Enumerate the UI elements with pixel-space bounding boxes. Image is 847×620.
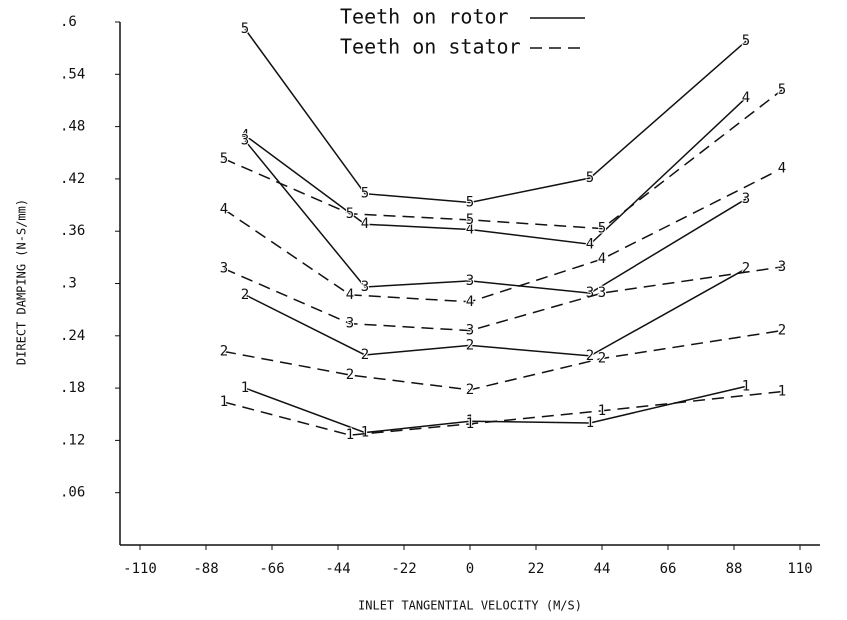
point-marker: 2	[586, 348, 594, 364]
series-line	[223, 390, 783, 436]
point-marker: 3	[586, 285, 594, 301]
legend-label: Teeth on stator	[340, 35, 521, 59]
y-tick-label: .18	[60, 380, 85, 396]
y-tick-label: .54	[60, 66, 85, 82]
point-marker: 3	[466, 323, 474, 339]
point-marker: 2	[346, 367, 354, 383]
point-marker: 3	[778, 259, 786, 275]
point-marker: 4	[586, 236, 594, 252]
series-line	[244, 140, 747, 294]
y-tick-label: .48	[60, 119, 85, 135]
point-marker: 2	[241, 287, 249, 303]
point-marker: 4	[742, 90, 750, 106]
point-marker: 2	[466, 337, 474, 353]
point-marker: 5	[346, 206, 354, 222]
series-line	[223, 89, 783, 230]
series-line	[223, 329, 783, 391]
point-marker: 4	[466, 294, 474, 310]
point-marker: 4	[220, 201, 228, 217]
point-marker: 1	[466, 413, 474, 429]
point-marker: 1	[466, 416, 474, 432]
x-tick-label: 110	[787, 561, 812, 577]
point-marker: 1	[220, 394, 228, 410]
point-marker: 5	[742, 33, 750, 49]
y-tick-label: .12	[60, 432, 85, 448]
x-tick-label: 22	[528, 561, 545, 577]
x-tick-label: 88	[726, 561, 743, 577]
y-tick-label: .24	[60, 328, 85, 344]
x-tick-label: -44	[325, 561, 350, 577]
point-marker: 4	[241, 127, 249, 143]
x-axis-label: INLET TANGENTIAL VELOCITY (M/S)	[358, 599, 582, 613]
point-marker: 3	[466, 273, 474, 289]
point-marker: 2	[778, 323, 786, 339]
y-tick-label: .42	[60, 171, 85, 187]
point-marker: 2	[742, 261, 750, 277]
point-marker: 2	[598, 350, 606, 366]
point-marker: 2	[361, 347, 369, 363]
point-marker: 3	[346, 316, 354, 332]
x-tick-label: 66	[660, 561, 677, 577]
point-marker: 3	[361, 279, 369, 295]
x-tick-label: 0	[466, 561, 474, 577]
y-tick-label: .6	[60, 14, 77, 30]
point-marker: 4	[598, 251, 606, 267]
point-marker: 1	[361, 425, 369, 441]
y-tick-label: .06	[60, 485, 85, 501]
y-axis-label: DIRECT DAMPING (N-S/mm)	[15, 199, 29, 365]
point-marker: 2	[220, 343, 228, 359]
series-line	[223, 167, 783, 303]
point-marker: 1	[742, 378, 750, 394]
point-marker: 3	[220, 261, 228, 277]
point-marker: 3	[598, 285, 606, 301]
point-marker: 5	[466, 194, 474, 210]
point-marker: 5	[466, 212, 474, 228]
x-tick-label: -22	[391, 561, 416, 577]
x-tick-label: -88	[193, 561, 218, 577]
series-line	[244, 97, 747, 246]
y-tick-label: .3	[60, 276, 77, 292]
series-line	[244, 385, 747, 434]
x-tick-label: -110	[123, 561, 157, 577]
point-marker: 5	[598, 221, 606, 237]
point-marker: 5	[241, 21, 249, 37]
point-marker: 4	[361, 216, 369, 232]
series-line	[244, 28, 747, 204]
point-marker: 1	[241, 380, 249, 396]
point-marker: 2	[466, 382, 474, 398]
x-tick-label: -66	[259, 561, 284, 577]
series-line	[244, 268, 747, 357]
point-marker: 3	[241, 133, 249, 149]
point-marker: 1	[586, 415, 594, 431]
point-marker: 5	[220, 151, 228, 167]
point-marker: 1	[346, 427, 354, 443]
point-marker: 5	[586, 170, 594, 186]
legend-label: Teeth on rotor	[340, 5, 509, 29]
point-marker: 1	[778, 384, 786, 400]
x-tick-label: 44	[594, 561, 611, 577]
point-marker: 5	[361, 186, 369, 202]
point-marker: 3	[742, 191, 750, 207]
point-marker: 4	[466, 221, 474, 237]
point-marker: 1	[598, 403, 606, 419]
point-marker: 4	[346, 287, 354, 303]
series-line	[223, 266, 783, 332]
point-marker: 4	[778, 160, 786, 176]
y-tick-label: .36	[60, 223, 85, 239]
point-marker: 5	[778, 82, 786, 98]
